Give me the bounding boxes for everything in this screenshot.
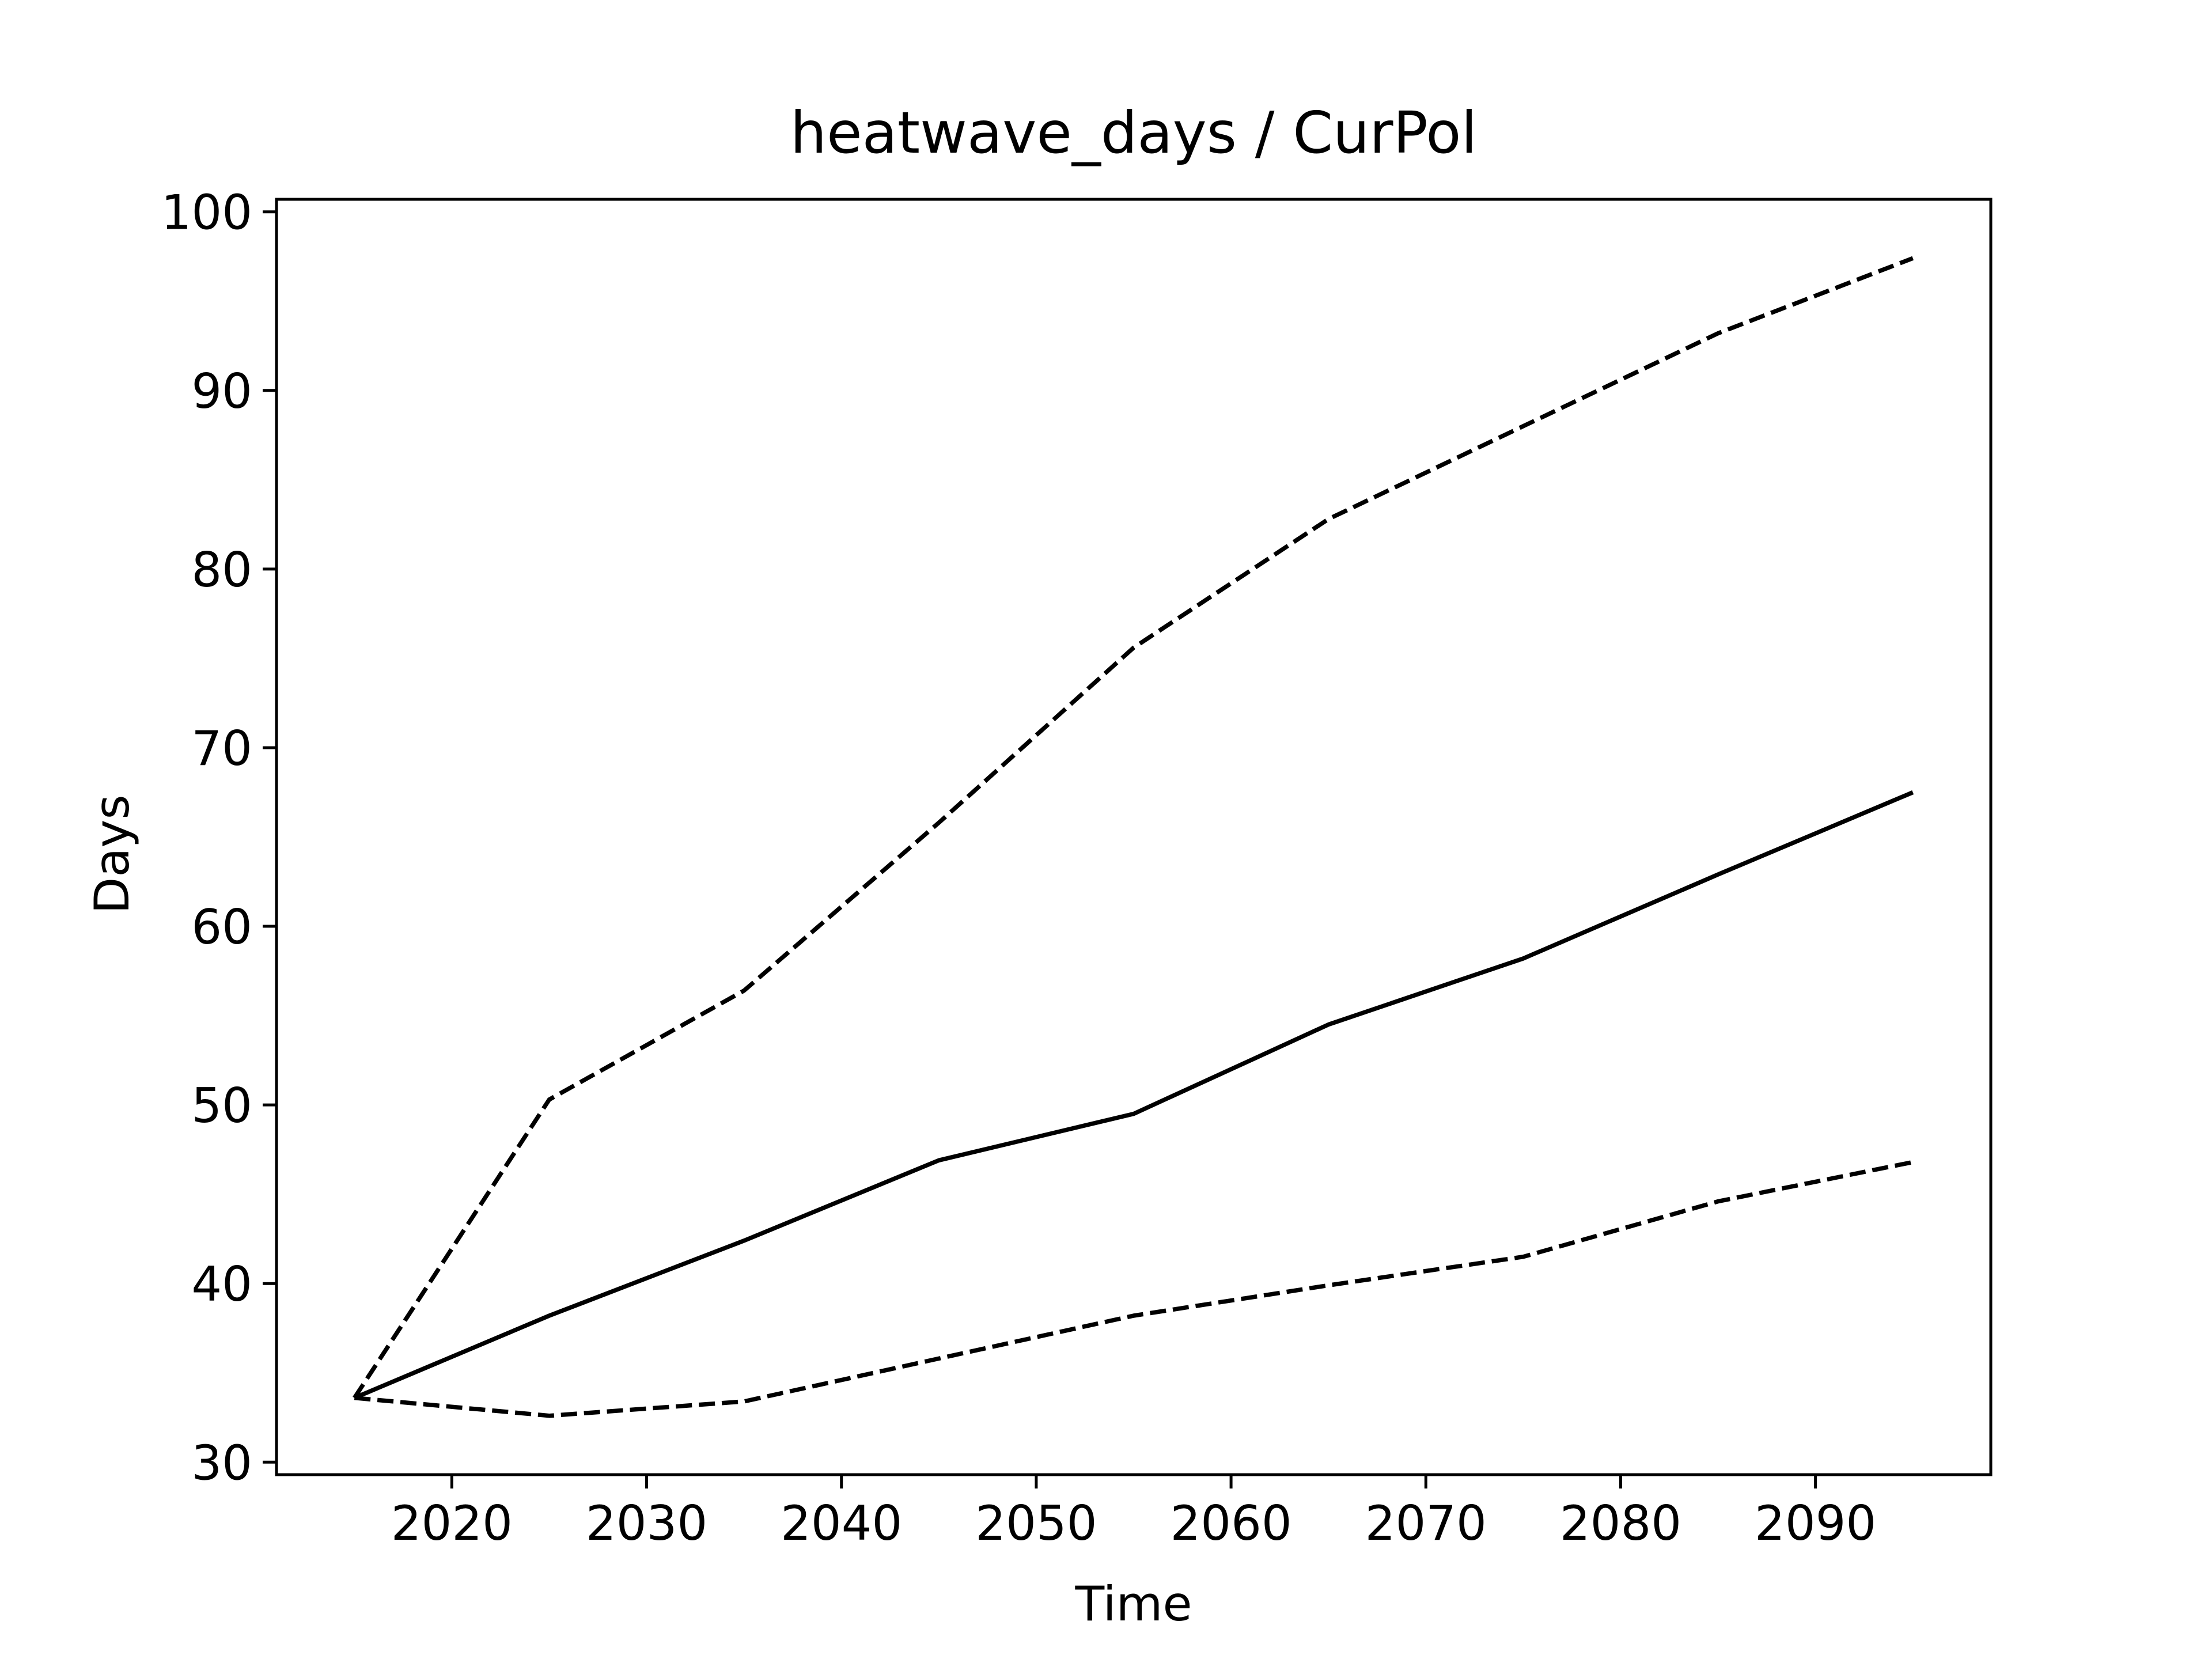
x-tick-label: 2050 <box>975 1495 1097 1551</box>
y-tick-label: 100 <box>161 185 252 241</box>
y-tick-label: 40 <box>191 1256 252 1312</box>
chart-title: heatwave_days / CurPol <box>790 99 1477 166</box>
y-tick-label: 90 <box>191 363 252 419</box>
series-line-3 <box>354 1160 1914 1418</box>
x-tick-label: 2030 <box>586 1495 707 1551</box>
series-line-1 <box>353 790 1914 1400</box>
y-tick-label: 60 <box>191 899 252 955</box>
y-tick-label: 80 <box>191 542 252 598</box>
x-tick-label: 2060 <box>1170 1495 1291 1551</box>
x-tick-label: 2020 <box>391 1495 513 1551</box>
x-tick-label: 2040 <box>781 1495 902 1551</box>
x-axis: 2020 2030 2040 2050 2060 2070 2080 2090 <box>391 1475 1876 1551</box>
x-axis-label: Time <box>1074 1576 1192 1632</box>
x-tick-label: 2070 <box>1365 1495 1487 1551</box>
plot-frame <box>275 198 1993 1476</box>
y-axis: 30 40 50 60 70 80 90 100 <box>161 185 276 1491</box>
series-line-2 <box>353 256 1914 1399</box>
x-tick-label: 2080 <box>1560 1495 1681 1551</box>
y-tick-label: 70 <box>191 721 252 777</box>
x-tick-label: 2090 <box>1755 1495 1876 1551</box>
plot-area <box>353 256 1914 1418</box>
y-tick-label: 50 <box>191 1078 252 1134</box>
y-axis-label: Days <box>84 794 140 914</box>
y-tick-label: 30 <box>191 1435 252 1491</box>
